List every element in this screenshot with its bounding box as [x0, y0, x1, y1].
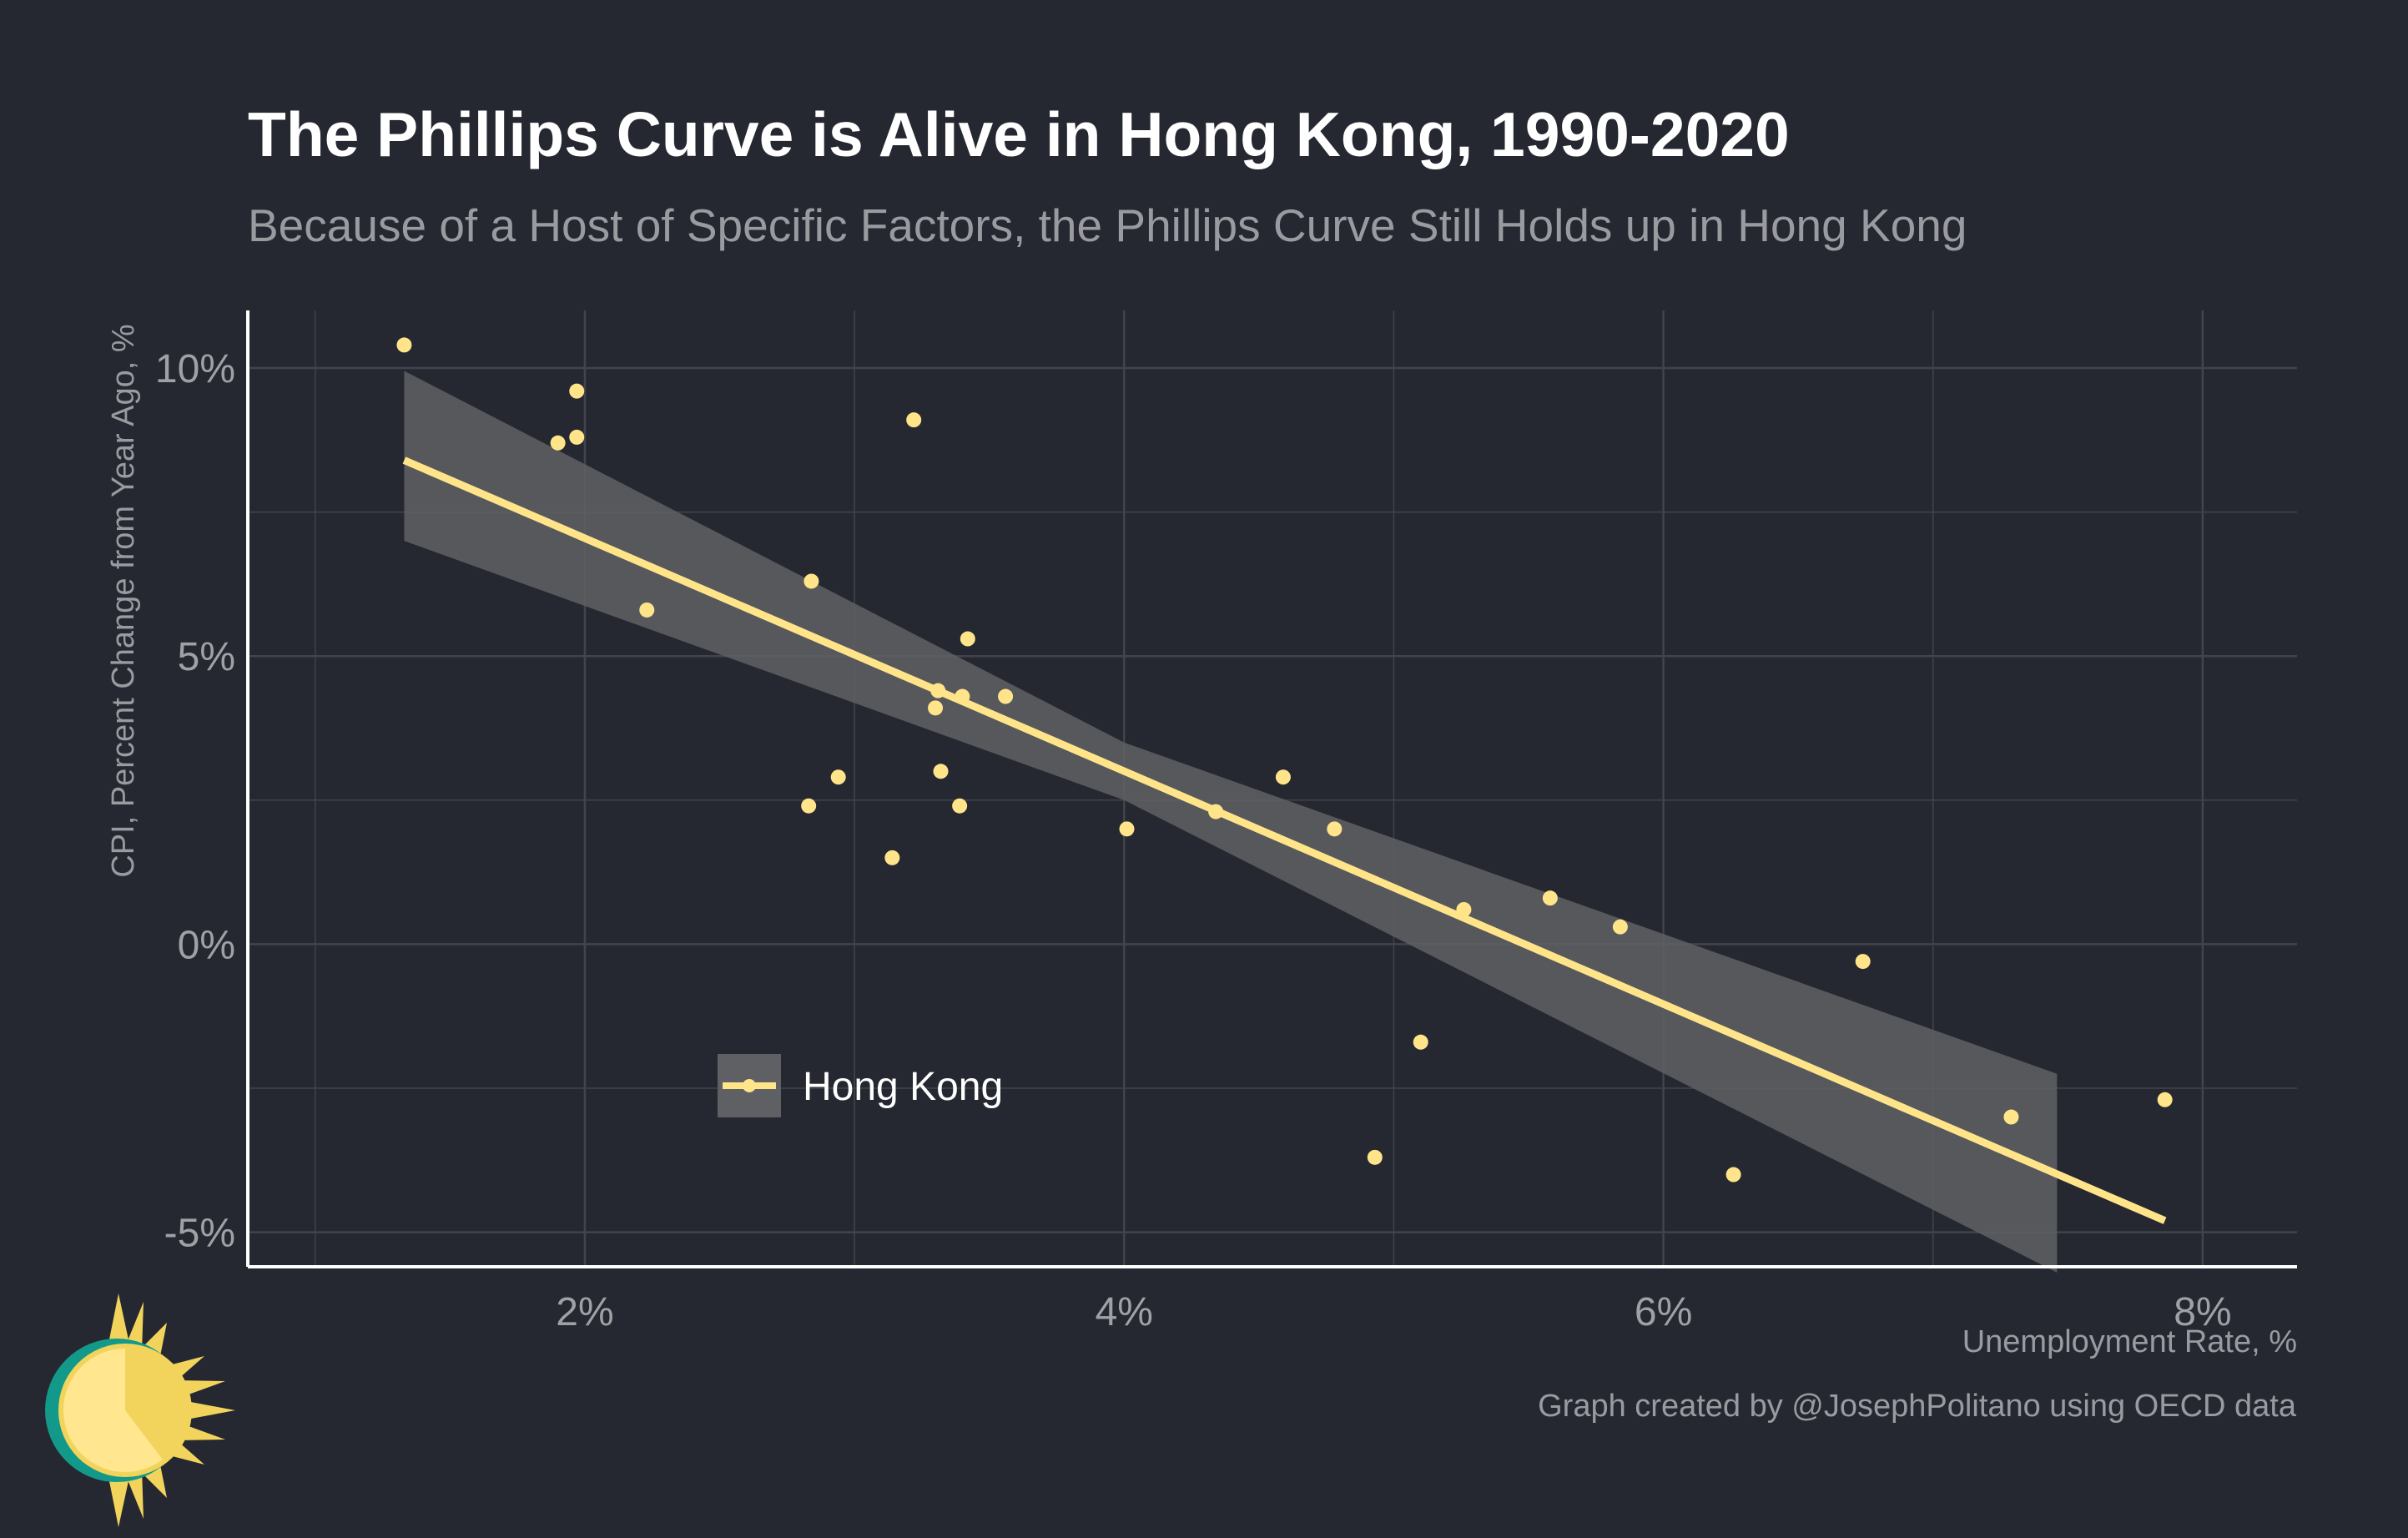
data-point — [550, 435, 566, 451]
y-tick-label: 5% — [178, 635, 235, 679]
y-tick-label: 0% — [178, 923, 235, 967]
data-point — [1542, 890, 1558, 906]
data-point — [998, 688, 1014, 704]
data-point — [952, 798, 968, 814]
data-point — [933, 764, 949, 779]
data-point — [396, 337, 412, 353]
x-tick-label: 4% — [1096, 1290, 1153, 1334]
data-point — [1456, 901, 1472, 917]
data-point — [804, 573, 819, 589]
chart-subtitle: Because of a Host of Specific Factors, t… — [248, 199, 1967, 251]
data-point — [1612, 919, 1628, 935]
axes — [246, 310, 2297, 1268]
tick-labels: 2% 4% 6% 8% 10% 5% 0% -5% — [155, 347, 2232, 1334]
x-tick-label: 2% — [556, 1290, 613, 1334]
x-tick-label: 6% — [1635, 1290, 1692, 1334]
data-point — [801, 798, 817, 814]
data-point — [830, 769, 846, 785]
data-point — [569, 429, 585, 445]
data-point — [639, 602, 655, 618]
legend-key-point — [743, 1079, 756, 1092]
x-axis-label: Unemployment Rate, % — [1962, 1324, 2297, 1359]
data-points — [396, 337, 2173, 1182]
data-point — [1725, 1167, 1741, 1182]
regression-line — [402, 456, 2167, 1224]
fit-line-layer — [402, 456, 2167, 1224]
data-point — [930, 683, 946, 698]
data-point — [928, 700, 944, 716]
source-credit: Graph created by @JosephPolitano using O… — [1538, 1389, 2296, 1424]
y-tick-label: 10% — [155, 347, 235, 391]
data-point — [955, 688, 970, 704]
y-axis-label: CPI, Percent Change from Year Ago, % — [106, 324, 141, 877]
legend-label-hong-kong: Hong Kong — [803, 1065, 1003, 1109]
legend: Hong Kong — [718, 1054, 1003, 1117]
data-point — [960, 631, 975, 647]
data-point — [1327, 821, 1343, 837]
data-point — [1208, 804, 1224, 819]
data-point — [569, 383, 585, 399]
confidence-ribbon-layer — [404, 371, 2058, 1273]
chart-title: The Phillips Curve is Alive in Hong Kong… — [248, 99, 1790, 169]
data-point — [1367, 1149, 1383, 1165]
data-point — [1413, 1034, 1428, 1050]
data-point — [2157, 1092, 2173, 1107]
data-point — [1275, 769, 1291, 785]
x-tick-label: 8% — [2174, 1290, 2231, 1334]
y-tick-label: -5% — [164, 1212, 235, 1256]
confidence-ribbon — [404, 371, 2058, 1273]
data-point — [2003, 1109, 2019, 1125]
data-point — [884, 850, 900, 865]
sun-logo-icon — [45, 1293, 235, 1527]
data-point — [906, 412, 922, 428]
data-point — [1119, 821, 1135, 837]
data-point — [1855, 954, 1871, 970]
